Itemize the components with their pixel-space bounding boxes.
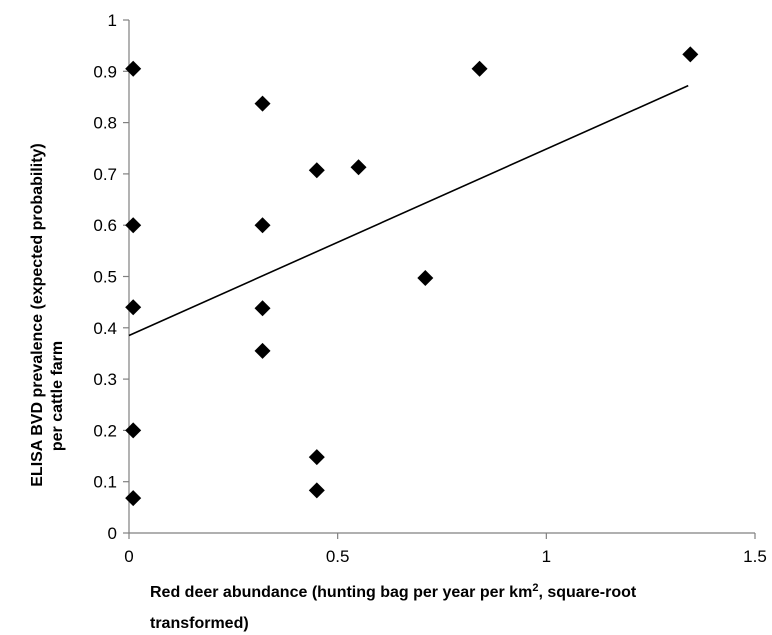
data-point-diamond bbox=[125, 217, 142, 234]
data-point-diamond bbox=[254, 95, 271, 112]
y-tick-label: 0.9 bbox=[93, 62, 117, 81]
data-point-diamond bbox=[125, 60, 142, 77]
y-axis-ticks: 0 0.1 0.2 0.3 0.4 0.5 0.6 0.7 0.8 0.9 1 bbox=[93, 11, 129, 543]
trendline bbox=[128, 84, 689, 337]
data-point-diamond bbox=[350, 159, 367, 176]
y-tick-label: 0.5 bbox=[93, 268, 117, 287]
y-tick-label: 0.2 bbox=[93, 421, 117, 440]
y-tick-label: 0.7 bbox=[93, 165, 117, 184]
data-point-diamond bbox=[682, 46, 699, 63]
y-tick-label: 0.8 bbox=[93, 114, 117, 133]
y-tick-label: 0 bbox=[108, 524, 117, 543]
x-axis-title-part-3: , square-root bbox=[538, 584, 636, 601]
y-tick-label: 0.4 bbox=[93, 319, 117, 338]
y-tick-label: 0.3 bbox=[93, 370, 117, 389]
data-point-diamond bbox=[471, 60, 488, 77]
x-tick-label: 0 bbox=[124, 547, 133, 566]
data-point-diamond bbox=[125, 422, 142, 439]
x-axis-title-part-1: Red deer abundance (hunting bag per year… bbox=[150, 584, 532, 601]
data-point-diamond bbox=[254, 342, 271, 359]
data-point-diamond bbox=[254, 300, 271, 317]
x-axis-title-superscript: 2 bbox=[532, 582, 538, 594]
data-points bbox=[125, 46, 699, 507]
x-tick-label: 0.5 bbox=[326, 547, 350, 566]
data-point-diamond bbox=[125, 299, 142, 316]
data-point-diamond bbox=[254, 217, 271, 234]
x-tick-label: 1.5 bbox=[743, 547, 767, 566]
data-point-diamond bbox=[308, 162, 325, 179]
x-axis-ticks: 0 0.5 1 1.5 bbox=[124, 533, 767, 566]
data-point-diamond bbox=[417, 270, 434, 287]
y-axis-title-line2: per cattle farm bbox=[49, 341, 66, 451]
x-tick-label: 1 bbox=[542, 547, 551, 566]
y-tick-label: 0.6 bbox=[93, 216, 117, 235]
data-point-diamond bbox=[308, 449, 325, 466]
y-tick-label: 1 bbox=[108, 11, 117, 30]
y-axis-title-line1: ELISA BVD prevalence (expected probabili… bbox=[29, 143, 46, 487]
data-point-diamond bbox=[125, 490, 142, 507]
data-point-diamond bbox=[308, 482, 325, 499]
x-axis-title-line2: transformed) bbox=[150, 615, 249, 632]
x-axis-title-line1: Red deer abundance (hunting bag per year… bbox=[150, 582, 637, 601]
y-tick-label: 0.1 bbox=[93, 473, 117, 492]
